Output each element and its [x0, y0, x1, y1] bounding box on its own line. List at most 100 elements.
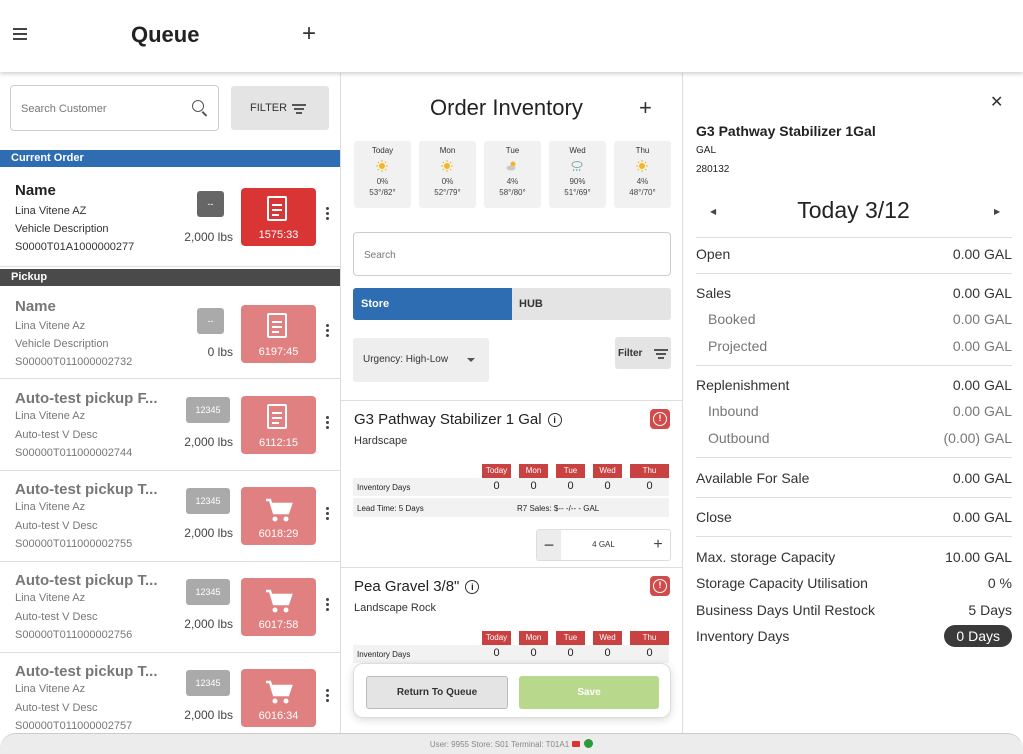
order-badge: --: [197, 191, 224, 217]
cart-icon: [266, 680, 293, 704]
weather-temp: 48°/70°: [629, 188, 656, 197]
section-current-order: Current Order: [0, 150, 340, 167]
return-to-queue-button[interactable]: Return To Queue: [366, 676, 508, 709]
order-id: S00000T011000002757: [15, 720, 133, 732]
pickup-item[interactable]: Auto-test pickup T... Lina Vitene Az Aut…: [0, 653, 340, 733]
inventory-day-value: 0: [604, 480, 611, 492]
inventory-day-value: 0: [567, 647, 574, 659]
cart-icon: [266, 589, 293, 613]
decrement-button[interactable]: −: [537, 530, 561, 560]
order-inventory-title: Order Inventory: [430, 95, 583, 120]
card-icon: [572, 741, 581, 747]
tab-store[interactable]: Store: [353, 288, 512, 320]
divider: [696, 536, 1012, 537]
more-options-icon[interactable]: [326, 416, 330, 431]
add-inventory-button[interactable]: +: [639, 95, 652, 120]
order-name: Name: [15, 298, 56, 315]
order-customer: Lina Vitene Az: [15, 320, 86, 332]
order-timer-tile[interactable]: 6016:34: [241, 669, 316, 727]
day-header: Thu: [630, 464, 669, 478]
current-order-item[interactable]: Name Lina Vitene AZ Vehicle Description …: [0, 167, 340, 267]
day-header: Wed: [593, 631, 622, 645]
filter-label: FILTER: [250, 102, 288, 114]
section-pickup: Pickup: [0, 269, 340, 286]
row-label: Inventory Days: [357, 650, 411, 659]
order-customer: Lina Vitene Az: [15, 592, 86, 604]
more-options-icon[interactable]: [326, 689, 330, 704]
inventory-day-value: 0: [493, 647, 500, 659]
chevron-left-icon[interactable]: ◀: [710, 207, 717, 216]
order-badge: 12345: [186, 397, 230, 423]
divider: [696, 365, 1012, 366]
more-options-icon[interactable]: [326, 507, 330, 522]
inventory-day-value: 0: [604, 647, 611, 659]
divider: [696, 497, 1012, 498]
status-footer: User: 9955 Store: S01 Terminal: T01A1: [0, 733, 1023, 754]
action-bar: Return To Queue Save: [353, 663, 671, 718]
pickup-item[interactable]: Auto-test pickup F... Lina Vitene Az Aut…: [0, 380, 340, 471]
order-weight: 2,000 lbs: [184, 526, 233, 540]
pickup-item[interactable]: Name Lina Vitene Az Vehicle Description …: [0, 286, 340, 379]
product-card[interactable]: Pea Gravel 3/8" i Landscape Rock ! Today …: [341, 567, 682, 733]
more-options-icon[interactable]: [326, 207, 330, 222]
product-category: Hardscape: [354, 435, 408, 447]
status-text: User: 9955 Store: S01 Terminal: T01A1: [0, 739, 1023, 749]
weather-precip: 90%: [569, 177, 586, 186]
queue-panel: Search Customer FILTER Current Order Nam…: [0, 73, 341, 733]
alert-icon[interactable]: !: [650, 576, 670, 596]
order-id: S0000T01A1000000277: [15, 241, 135, 253]
order-timer: 6017:58: [258, 619, 299, 631]
chevron-right-icon[interactable]: ▶: [994, 207, 1001, 216]
order-timer-tile[interactable]: 6018:29: [241, 487, 316, 545]
order-timer-tile[interactable]: 6112:15: [241, 396, 316, 454]
inventory-days-pill: 0 Days: [944, 625, 1012, 647]
increment-button[interactable]: +: [653, 536, 663, 553]
day-header: Mon: [519, 631, 548, 645]
save-button[interactable]: Save: [519, 676, 659, 709]
more-options-icon[interactable]: [326, 598, 330, 613]
info-icon[interactable]: i: [547, 413, 562, 427]
day-header: Today: [482, 464, 511, 478]
session-info: User: 9955 Store: S01 Terminal: T01A1: [429, 740, 570, 749]
inventory-day-value: 0: [493, 480, 500, 492]
tab-hub[interactable]: HUB: [519, 298, 543, 310]
menu-icon[interactable]: [13, 28, 27, 40]
inventory-days-row: [353, 645, 669, 663]
inventory-day-value: 0: [530, 647, 537, 659]
filter-icon: [292, 104, 306, 114]
order-vehicle: Auto-test V Desc: [15, 429, 98, 441]
order-timer-tile[interactable]: 6017:58: [241, 578, 316, 636]
weather-temp: 51°/69°: [564, 188, 591, 197]
close-icon[interactable]: ✕: [990, 94, 1004, 111]
more-options-icon[interactable]: [326, 324, 330, 339]
info-icon[interactable]: i: [465, 580, 480, 594]
order-id: S00000T011000002744: [15, 447, 133, 459]
top-bar: Queue +: [0, 0, 1023, 72]
order-customer: Lina Vitene Az: [15, 501, 86, 513]
inventory-filter-button[interactable]: Filter: [615, 337, 671, 369]
search-customer-input[interactable]: Search Customer: [10, 85, 219, 131]
alert-icon[interactable]: !: [650, 409, 670, 429]
inventory-search-input[interactable]: Search: [353, 232, 671, 276]
quantity-value[interactable]: 4 GAL: [592, 540, 615, 549]
chevron-down-icon: [467, 358, 475, 362]
order-name: Auto-test pickup T...: [15, 481, 158, 498]
add-queue-button[interactable]: +: [302, 20, 317, 47]
order-weight: 2,000 lbs: [184, 230, 233, 244]
order-customer: Lina Vitene AZ: [15, 205, 87, 217]
weather-card: Wed 90% 51°/69°: [549, 141, 606, 208]
order-badge: 12345: [186, 488, 230, 514]
filter-button[interactable]: FILTER: [231, 86, 329, 130]
order-id: S00000T011000002756: [15, 629, 133, 641]
weather-temp: 58°/80°: [499, 188, 526, 197]
weather-card: Mon 0% 52°/79°: [419, 141, 476, 208]
order-timer-tile[interactable]: 6197:45: [241, 305, 316, 363]
pickup-item[interactable]: Auto-test pickup T... Lina Vitene Az Aut…: [0, 562, 340, 653]
inventory-day-value: 0: [530, 480, 537, 492]
detail-sku: 280132: [696, 164, 730, 175]
order-timer-tile[interactable]: 1575:33: [241, 188, 316, 246]
urgency-select[interactable]: Urgency: High-Low: [353, 338, 489, 382]
product-card[interactable]: G3 Pathway Stabilizer 1 Gal i Hardscape !…: [341, 400, 682, 567]
pickup-item[interactable]: Auto-test pickup T... Lina Vitene Az Aut…: [0, 471, 340, 562]
order-weight: 2,000 lbs: [184, 617, 233, 631]
